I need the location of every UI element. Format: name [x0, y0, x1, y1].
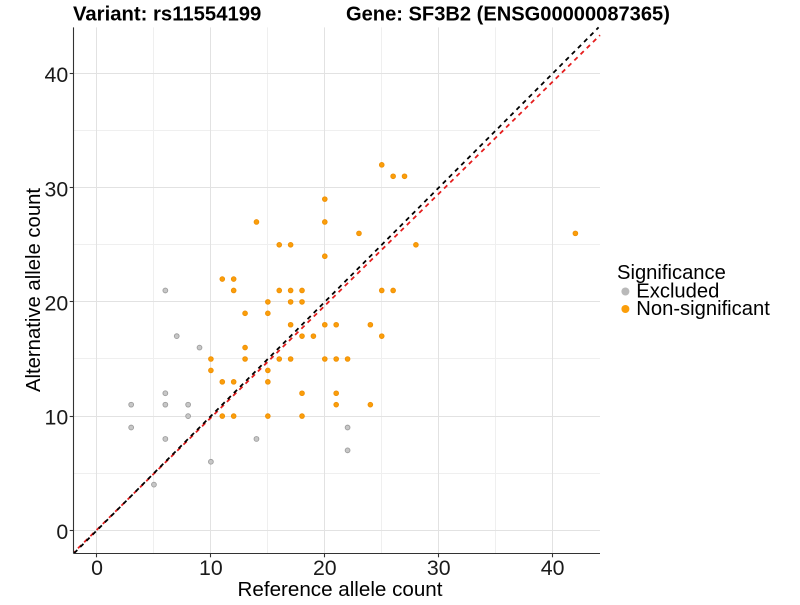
svg-text:0: 0	[91, 556, 103, 580]
svg-text:Variant: rs11554199: Variant: rs11554199	[73, 4, 261, 26]
svg-text:Excluded: Excluded	[636, 281, 719, 303]
svg-text:Significance: Significance	[617, 262, 726, 284]
svg-text:Non-significant: Non-significant	[636, 298, 770, 320]
svg-text:40: 40	[44, 63, 68, 87]
svg-text:20: 20	[44, 292, 68, 316]
svg-text:20: 20	[313, 556, 337, 580]
svg-text:Reference allele count: Reference allele count	[238, 578, 443, 600]
svg-text:10: 10	[44, 406, 68, 430]
svg-text:Alternative allele count: Alternative allele count	[23, 188, 45, 392]
svg-text:30: 30	[44, 177, 68, 201]
svg-text:10: 10	[199, 556, 223, 580]
svg-text:0: 0	[56, 520, 68, 544]
svg-text:Gene: SF3B2 (ENSG00000087365): Gene: SF3B2 (ENSG00000087365)	[346, 4, 670, 26]
svg-text:40: 40	[541, 556, 565, 580]
svg-text:30: 30	[427, 556, 451, 580]
